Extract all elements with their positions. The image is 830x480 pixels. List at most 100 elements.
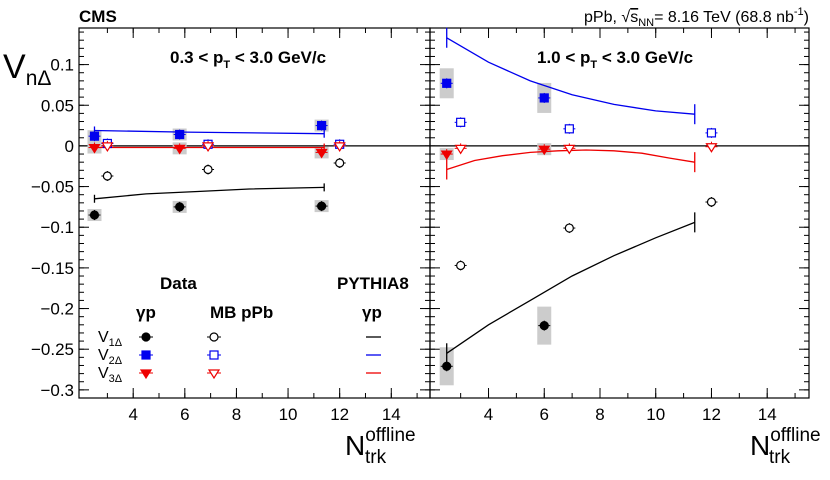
mb-V2-point [564,124,574,134]
mb-V3-point [454,144,467,155]
y-tick-label: −0.2 [40,300,74,319]
data-V2-point [442,78,452,88]
collision-prefix: pPb, [584,9,617,26]
panel-frame-1 [429,27,810,399]
x-axis-title-sup: offline [365,425,415,446]
mb-V2-point [706,128,717,138]
x-tick-label: 4 [128,405,137,424]
panel-left-label: 0.3 < pT < 3.0 GeV/c [170,48,326,71]
legend-label-v2: V2Δ [98,347,123,367]
pythia-curve-V1 [446,221,695,354]
panel-data-1 [439,27,718,386]
y-tick-label: −0.1 [40,218,74,237]
x-tick-label: 14 [382,405,401,424]
pythia-curve-V2 [446,37,695,115]
mb-V3-point [333,142,346,153]
legend-v3-main: V [98,365,109,382]
collision-info: pPb, √sNN= 8.16 TeV (68.8 nb-1) [584,6,809,29]
mb-V3-point [563,144,576,155]
x-tick-label: 8 [232,405,241,424]
data-V2-point [175,129,185,140]
panel-right-label-sub: T [590,59,597,71]
panel-data-0 [87,119,346,222]
x-axis-title-main-right: N [750,430,770,461]
legend-v1-sub: 1Δ [109,337,123,349]
legend-v3-sub: 3Δ [109,373,123,385]
mb-V1-point [203,164,213,175]
panel-right-label-suffix: < 3.0 GeV/c [597,48,693,67]
mb-V3-point [705,143,718,153]
legend-data-V1-marker [141,332,151,342]
legend-data-V3-marker [139,369,153,380]
y-tick-label: −0.25 [31,340,74,359]
mb-V1-point [102,171,112,181]
legend-col-data: Data [160,274,197,293]
x-tick-label: 12 [702,405,721,424]
x-tick-label: 6 [180,405,189,424]
pythia-curve-V2 [94,129,325,135]
y-axis-title: VnΔ [3,48,51,90]
legend-data-V2-marker [141,350,151,360]
panel-frame-0 [78,27,431,399]
experiment-label: CMS [79,7,117,26]
data-V2-point [539,93,549,103]
mb-V1-point [706,197,717,207]
panel-left-label-sub: T [223,59,230,71]
mb-V1-point [456,260,466,271]
data-V3-point [88,143,101,154]
panel-left-label-suffix: < 3.0 GeV/c [230,48,326,67]
panel-right-label: 1.0 < pT < 3.0 GeV/c [537,48,693,71]
legend-markers [139,332,381,380]
data-V3-point [440,150,453,161]
data-V2-point [89,131,100,141]
energy-text: = 8.16 TeV (68.8 nb [654,9,794,26]
data-V3-point [173,144,186,155]
sqrt-arg: s [630,9,638,26]
mb-V1-point [564,223,574,233]
legend-col-pythia: PYTHIA8 [337,274,409,293]
x-tick-label: 4 [484,405,493,424]
y-tick-label: 0.1 [50,56,74,75]
x-axis-title-sub-right: trk [769,447,791,468]
pythia-curve-V1 [94,186,325,200]
legend-mb-V1-marker [209,332,219,342]
legend-label-v3: V3Δ [98,365,123,385]
legend-gamma-pythia: γp [362,303,382,322]
x-axis-title-left: Noffline [345,425,416,461]
legend-mb-V2-marker [209,350,219,360]
lumi-close: ) [804,9,809,26]
x-tick-label: 8 [595,405,604,424]
y-axis-title-main: V [3,48,26,86]
data-V1-point [89,210,100,220]
x-tick-label: 12 [330,405,349,424]
data-V1-point [539,321,549,331]
x-axis-title-sup-right: offline [770,425,820,446]
mb-V3-point [201,142,215,153]
panel-left-label-prefix: 0.3 < p [170,48,223,67]
legend-col-mb: MB pPb [210,303,273,322]
y-tick-label: 0 [65,137,74,156]
x-tick-label: 10 [646,405,665,424]
data-V1-point [442,361,452,371]
mb-V3-point [101,142,114,153]
y-tick-label: −0.05 [31,178,74,197]
legend-v2-main: V [98,347,109,364]
y-tick-label: −0.15 [31,259,74,278]
legend-mb-V3-marker [207,369,221,380]
x-tick-label: 6 [540,405,549,424]
data-V1-point [175,202,185,212]
legend-v1-main: V [98,329,109,346]
data-layer [87,27,718,386]
pythia-curve-V3 [446,149,695,171]
legend-v2-sub: 2Δ [109,355,123,367]
data-V2-point [317,120,327,131]
sqrt-sub: NN [638,17,654,29]
data-V1-point [317,201,327,211]
mb-V2-point [456,117,466,127]
lumi-sup: -1 [794,6,804,18]
legend-gamma-data: γp [136,303,156,322]
legend-label-v1: V1Δ [98,329,123,349]
x-tick-label: 14 [758,405,777,424]
x-axis-title-main: N [345,430,365,461]
